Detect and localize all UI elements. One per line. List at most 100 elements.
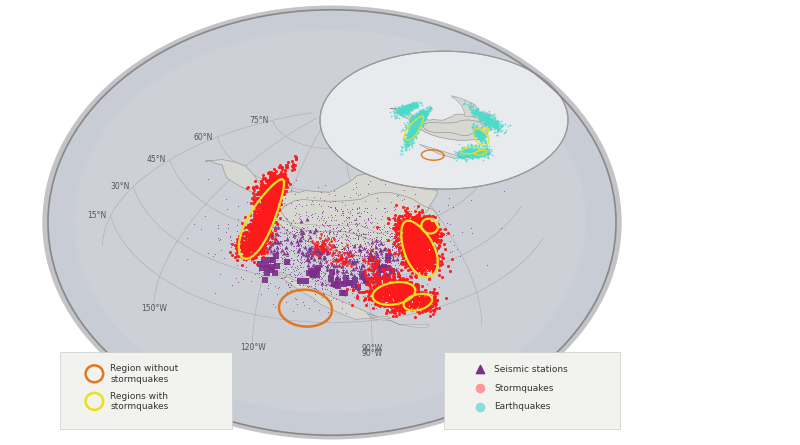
Point: [407, 119, 420, 126]
Point: [402, 297, 414, 304]
Point: [306, 272, 318, 279]
Point: [336, 208, 349, 215]
Point: [249, 237, 262, 244]
Point: [406, 131, 419, 138]
Point: [432, 245, 445, 252]
Point: [413, 124, 426, 131]
Point: [367, 260, 380, 267]
Point: [394, 109, 406, 117]
Point: [395, 105, 408, 113]
Point: [406, 275, 418, 282]
Point: [260, 226, 273, 233]
Point: [394, 212, 406, 219]
Point: [473, 147, 486, 154]
Point: [419, 252, 432, 259]
Point: [307, 239, 320, 246]
Point: [269, 208, 282, 215]
Point: [297, 233, 310, 240]
Point: [401, 285, 414, 292]
Point: [409, 116, 422, 123]
Point: [218, 254, 230, 261]
Point: [260, 251, 273, 258]
Point: [410, 222, 422, 230]
Point: [423, 299, 436, 307]
Point: [230, 249, 242, 256]
Point: [405, 232, 418, 239]
Point: [258, 277, 271, 284]
Point: [472, 153, 485, 160]
Point: [262, 210, 274, 218]
Point: [298, 278, 310, 285]
Point: [398, 232, 410, 239]
Point: [406, 251, 418, 258]
Point: [247, 230, 260, 237]
Point: [322, 272, 334, 279]
Point: [398, 133, 410, 140]
Point: [418, 306, 430, 313]
Point: [271, 246, 284, 253]
Point: [410, 124, 422, 131]
Point: [416, 235, 429, 243]
Point: [328, 198, 341, 205]
Point: [399, 242, 412, 249]
Point: [414, 118, 426, 125]
Point: [394, 298, 407, 305]
Point: [370, 269, 383, 276]
Point: [409, 125, 422, 133]
Point: [338, 218, 350, 225]
Point: [321, 265, 334, 272]
Point: [250, 204, 263, 211]
Point: [419, 237, 432, 244]
Point: [414, 237, 427, 244]
Point: [246, 238, 259, 245]
Point: [257, 198, 270, 205]
Point: [476, 134, 489, 141]
Point: [470, 131, 482, 138]
Point: [466, 150, 479, 157]
Point: [486, 117, 498, 125]
Point: [334, 251, 347, 259]
Point: [400, 105, 413, 113]
Point: [422, 229, 435, 236]
Point: [389, 226, 402, 233]
Point: [276, 275, 289, 282]
Point: [220, 195, 233, 202]
Point: [416, 117, 429, 125]
Point: [427, 251, 440, 258]
Point: [406, 129, 419, 136]
Point: [398, 275, 410, 282]
Point: [414, 243, 427, 250]
Point: [350, 219, 363, 226]
Point: [269, 269, 282, 276]
Point: [406, 249, 418, 256]
Point: [426, 266, 439, 273]
Point: [413, 126, 426, 134]
Point: [258, 231, 270, 239]
Point: [350, 215, 362, 222]
Point: [374, 274, 387, 281]
Point: [417, 226, 430, 233]
Point: [392, 104, 405, 111]
Point: [249, 239, 262, 246]
Point: [462, 145, 474, 152]
Point: [418, 115, 431, 122]
Point: [390, 233, 402, 240]
Point: [400, 108, 413, 115]
Point: [472, 109, 485, 116]
Point: [272, 186, 285, 193]
Point: [474, 112, 486, 119]
Point: [370, 304, 382, 311]
Point: [302, 254, 314, 261]
Point: [338, 193, 351, 200]
Point: [396, 105, 409, 113]
Point: [270, 172, 283, 179]
Point: [381, 262, 394, 269]
Point: [398, 217, 410, 224]
Point: [254, 202, 267, 209]
Point: [374, 234, 387, 241]
Point: [422, 243, 435, 250]
Point: [474, 134, 486, 141]
Point: [410, 295, 423, 303]
Point: [393, 109, 406, 116]
Point: [255, 191, 268, 198]
